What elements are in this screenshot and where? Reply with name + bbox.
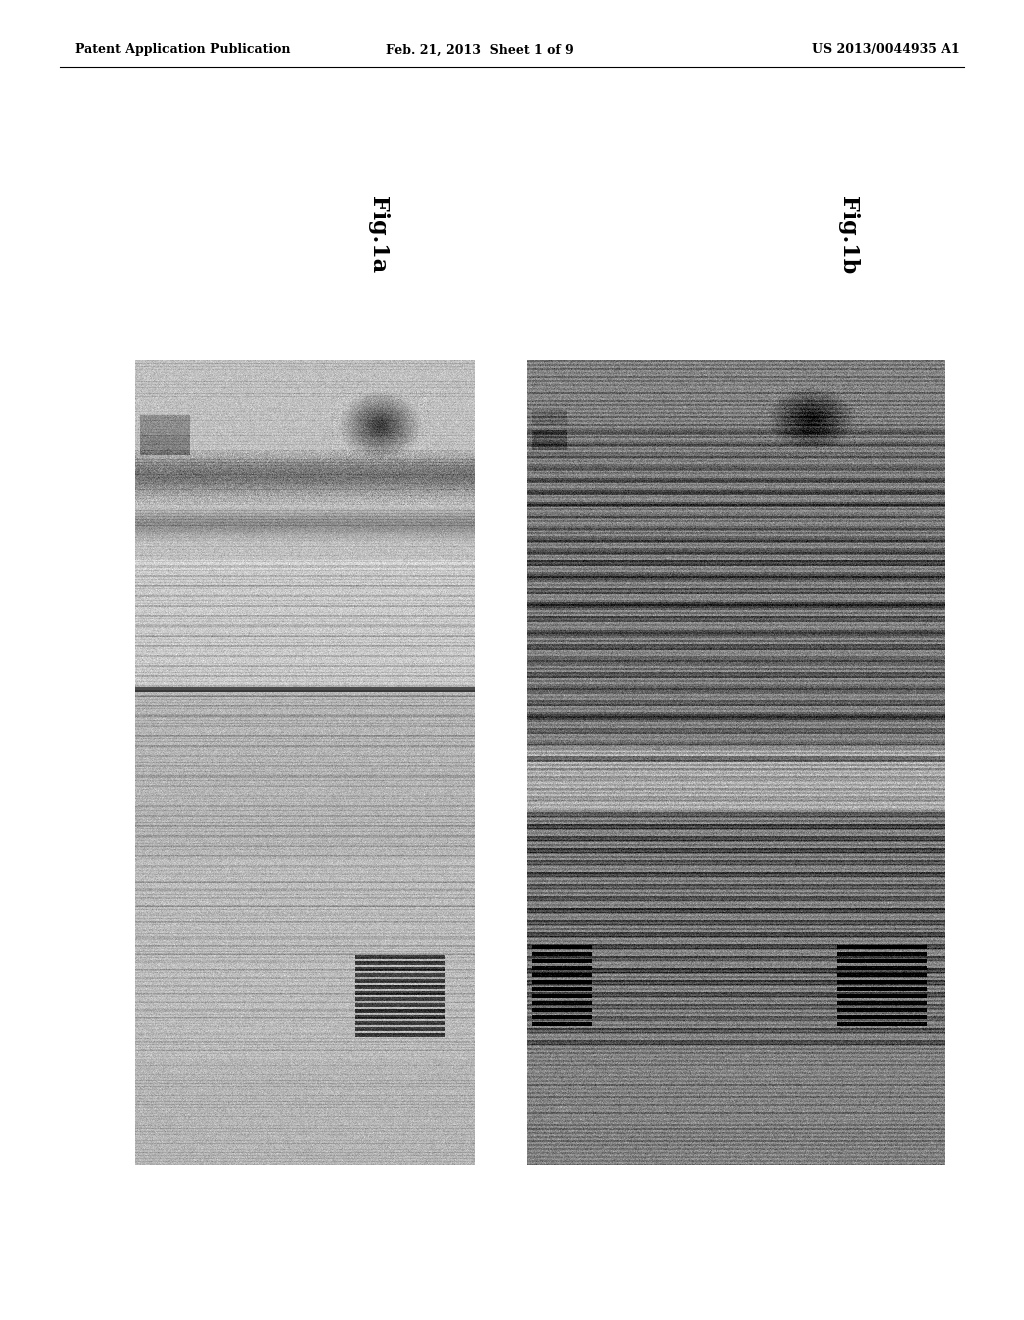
- Text: Fig.1a: Fig.1a: [367, 197, 389, 273]
- Text: $Z_1$: $Z_1$: [156, 374, 174, 392]
- Bar: [170, 502, 198, 515]
- Text: $Z_2$: $Z_2$: [568, 407, 587, 425]
- Text: Feb. 21, 2013  Sheet 1 of 9: Feb. 21, 2013 Sheet 1 of 9: [386, 44, 573, 57]
- Text: $Z_1$: $Z_1$: [528, 374, 547, 392]
- Bar: [170, 447, 198, 465]
- Text: US 2013/0044935 A1: US 2013/0044935 A1: [812, 44, 961, 57]
- Text: $Z_2$: $Z_2$: [198, 393, 216, 412]
- Text: Fig.1b: Fig.1b: [837, 195, 859, 275]
- Bar: [543, 500, 569, 512]
- Text: Patent Application Publication: Patent Application Publication: [75, 44, 291, 57]
- Bar: [543, 449, 569, 465]
